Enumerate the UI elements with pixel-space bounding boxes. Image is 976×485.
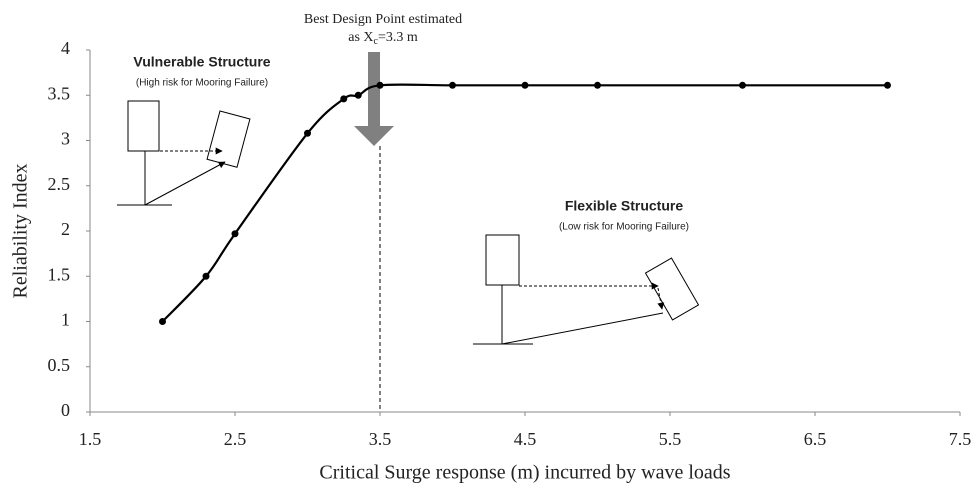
y-tick-label: 0.5 (48, 355, 71, 375)
x-tick-label: 3.5 (369, 429, 392, 449)
point (202, 272, 210, 280)
note-title: Flexible Structure (565, 198, 683, 214)
point (449, 81, 456, 89)
vulnerable-diagram (117, 100, 251, 206)
annotation: Best Design Point estimated (304, 12, 462, 27)
point (304, 129, 311, 137)
y-tick-label: 2.5 (48, 174, 71, 194)
point (376, 81, 384, 89)
x-tick-label: 5.5 (659, 429, 682, 449)
point (594, 81, 601, 89)
y-tick-label: 3 (61, 129, 70, 149)
y-axis-label: Reliability Index (10, 164, 32, 299)
axes (89, 50, 960, 413)
point (231, 230, 239, 238)
y-tick-label: 2 (61, 219, 70, 239)
x-tick-label: 2.5 (224, 429, 247, 449)
note-subtitle: (Low risk for Mooring Failure) (559, 222, 689, 233)
annotation-text: =3.3 m (378, 30, 418, 45)
x-axis-label: Critical Surge response (m) incurred by … (319, 462, 730, 484)
point (354, 91, 362, 99)
point (159, 318, 166, 325)
note-subtitle: (High risk for Mooring Failure) (136, 78, 268, 89)
note-title: Vulnerable Structure (133, 54, 270, 70)
point (340, 95, 348, 103)
x-tick-label: 1.5 (79, 429, 102, 449)
annotation-text: as X (348, 30, 373, 45)
point (521, 81, 529, 89)
y-tick-label: 1.5 (48, 264, 71, 284)
annotation: as Xc=3.3 m (348, 30, 418, 47)
design-arrow (354, 52, 394, 146)
x-tick-label: 7.5 (949, 429, 972, 449)
point (739, 81, 746, 89)
point (884, 81, 891, 89)
y-tick-label: 0 (61, 400, 70, 420)
y-tick-label: 3.5 (48, 83, 71, 103)
x-tick-label: 6.5 (804, 429, 827, 449)
annotation-subscript: c (374, 36, 379, 47)
y-tick-label: 1 (61, 310, 70, 330)
y-tick-label: 4 (61, 38, 70, 58)
flexible-diagram (473, 234, 700, 345)
x-tick-label: 4.5 (514, 429, 537, 449)
